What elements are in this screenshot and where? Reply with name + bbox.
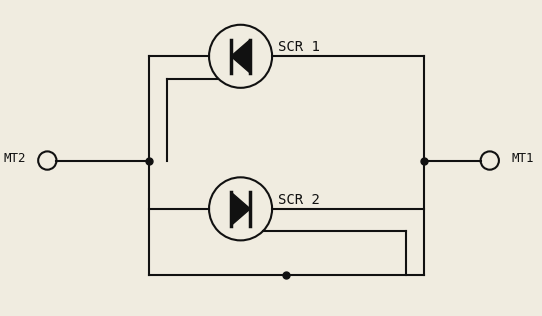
Text: SCR 2: SCR 2: [278, 193, 320, 207]
Text: SCR 1: SCR 1: [278, 40, 320, 54]
Polygon shape: [231, 192, 250, 226]
Polygon shape: [231, 40, 250, 73]
Text: MT1: MT1: [512, 151, 534, 165]
Text: MT2: MT2: [3, 151, 25, 165]
